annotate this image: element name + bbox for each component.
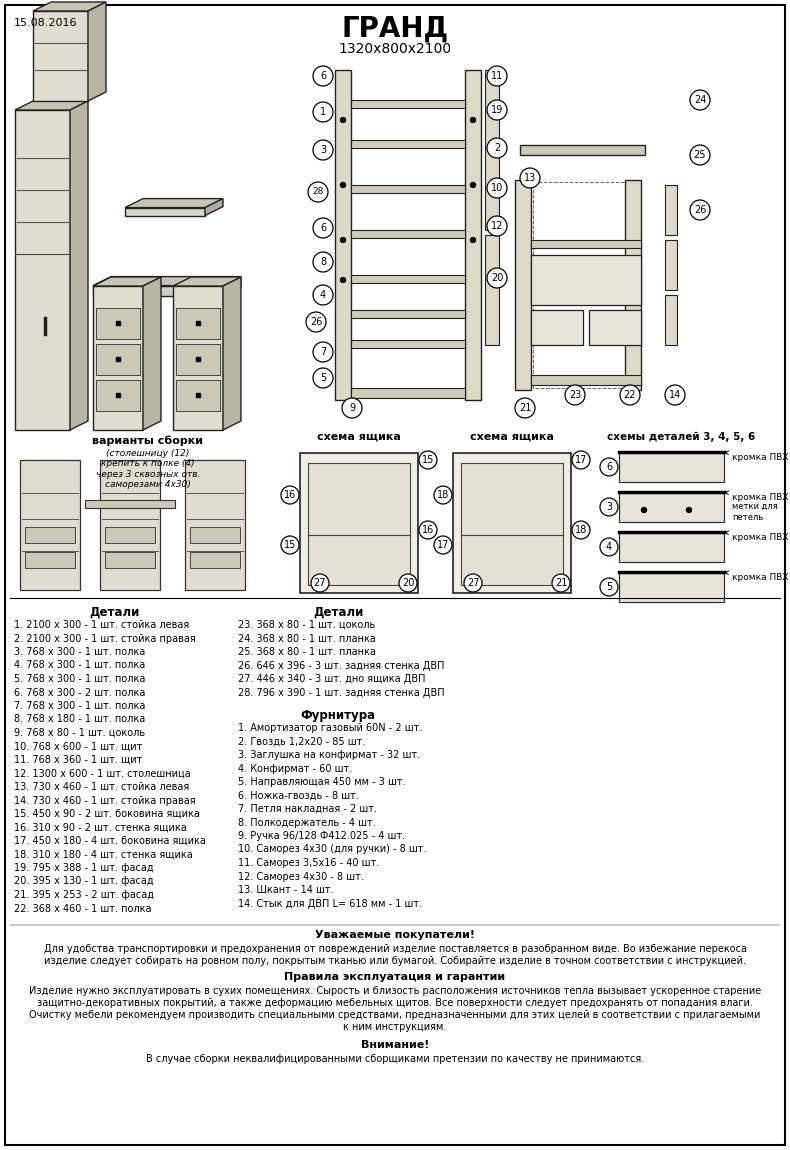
Circle shape bbox=[464, 574, 482, 592]
Text: 9. Ручка 96/128 Ф412.025 - 4 шт.: 9. Ручка 96/128 Ф412.025 - 4 шт. bbox=[238, 831, 405, 841]
Text: 21. 395 х 253 - 2 шт. фасад: 21. 395 х 253 - 2 шт. фасад bbox=[14, 890, 154, 900]
Circle shape bbox=[487, 178, 507, 198]
Text: В случае сборки неквалифицированными сборщиками претензии по качеству не принима: В случае сборки неквалифицированными сбо… bbox=[146, 1055, 644, 1064]
Text: ГРАНД: ГРАНД bbox=[341, 15, 449, 43]
Circle shape bbox=[690, 90, 710, 110]
Bar bbox=[665, 296, 677, 345]
Text: 25: 25 bbox=[694, 150, 706, 160]
Circle shape bbox=[600, 538, 618, 555]
Text: 11: 11 bbox=[491, 71, 503, 80]
Bar bbox=[531, 240, 641, 248]
Circle shape bbox=[434, 536, 452, 554]
Text: Внимание!: Внимание! bbox=[361, 1040, 429, 1050]
Polygon shape bbox=[33, 12, 88, 101]
Text: 17: 17 bbox=[575, 455, 587, 465]
Circle shape bbox=[690, 200, 710, 220]
Circle shape bbox=[565, 385, 585, 405]
Circle shape bbox=[600, 578, 618, 596]
Text: защитно-декоративных покрытий, а также деформацию мебельных щитов. Все поверхнос: защитно-декоративных покрытий, а также д… bbox=[37, 998, 753, 1009]
Circle shape bbox=[340, 277, 345, 283]
Text: (столешницу (12)
крепить к полке (4)
через 3 сквозных отв.
саморезами 4х30): (столешницу (12) крепить к полке (4) чер… bbox=[96, 448, 200, 489]
Text: 2. Гвоздь 1,2х20 - 85 шт.: 2. Гвоздь 1,2х20 - 85 шт. bbox=[238, 736, 365, 746]
Text: 4. 768 х 300 - 1 шт. полка: 4. 768 х 300 - 1 шт. полка bbox=[14, 660, 145, 670]
Bar bbox=[531, 255, 641, 305]
Bar bbox=[176, 380, 220, 412]
Text: 1. 2100 х 300 - 1 шт. стойка левая: 1. 2100 х 300 - 1 шт. стойка левая bbox=[14, 620, 190, 630]
Bar bbox=[185, 460, 245, 590]
Text: 16. 310 х 90 - 2 шт. стенка ящика: 16. 310 х 90 - 2 шт. стенка ящика bbox=[14, 822, 186, 833]
Bar bbox=[351, 140, 465, 148]
Bar bbox=[105, 527, 155, 543]
Polygon shape bbox=[93, 286, 143, 430]
Circle shape bbox=[340, 183, 345, 187]
Bar bbox=[520, 145, 645, 155]
Polygon shape bbox=[173, 277, 241, 286]
Polygon shape bbox=[205, 199, 223, 215]
Text: 3. Заглушка на конфирмат - 32 шт.: 3. Заглушка на конфирмат - 32 шт. bbox=[238, 750, 420, 760]
Text: 15: 15 bbox=[284, 540, 296, 550]
Text: 7. Петля накладная - 2 шт.: 7. Петля накладная - 2 шт. bbox=[238, 804, 377, 814]
Text: 19: 19 bbox=[491, 105, 503, 115]
Bar bbox=[190, 552, 240, 568]
Circle shape bbox=[552, 574, 570, 592]
Circle shape bbox=[340, 238, 345, 243]
Circle shape bbox=[313, 252, 333, 273]
Text: 24. 368 х 80 - 1 шт. планка: 24. 368 х 80 - 1 шт. планка bbox=[238, 634, 376, 644]
Text: 14. Стык для ДВП L= 618 мм - 1 шт.: 14. Стык для ДВП L= 618 мм - 1 шт. bbox=[238, 898, 422, 908]
Polygon shape bbox=[125, 208, 205, 215]
Text: 20: 20 bbox=[402, 578, 414, 588]
Circle shape bbox=[419, 521, 437, 539]
Text: 3: 3 bbox=[606, 503, 612, 512]
Bar bbox=[85, 500, 175, 508]
Text: 8. 768 х 180 - 1 шт. полка: 8. 768 х 180 - 1 шт. полка bbox=[14, 714, 145, 724]
Text: 19. 795 х 388 - 1 шт. фасад: 19. 795 х 388 - 1 шт. фасад bbox=[14, 862, 153, 873]
Circle shape bbox=[313, 218, 333, 238]
Text: 13. 730 х 460 - 1 шт. стойка левая: 13. 730 х 460 - 1 шт. стойка левая bbox=[14, 782, 190, 792]
Text: 11. 768 х 360 - 1 шт. щит: 11. 768 х 360 - 1 шт. щит bbox=[14, 756, 142, 765]
Bar bbox=[100, 460, 160, 590]
Circle shape bbox=[313, 140, 333, 160]
Bar bbox=[96, 307, 140, 339]
Text: 6: 6 bbox=[320, 223, 326, 233]
Text: Для удобства транспортировки и предохранения от повреждений изделие поставляется: Для удобства транспортировки и предохран… bbox=[43, 944, 747, 954]
Circle shape bbox=[690, 145, 710, 164]
Polygon shape bbox=[223, 277, 241, 296]
Bar bbox=[665, 185, 677, 235]
Bar bbox=[20, 460, 80, 590]
Polygon shape bbox=[93, 277, 241, 285]
Polygon shape bbox=[143, 277, 161, 430]
Text: 5. 768 х 300 - 1 шт. полка: 5. 768 х 300 - 1 шт. полка bbox=[14, 674, 145, 684]
Text: Детали: Детали bbox=[88, 606, 139, 619]
Bar bbox=[25, 527, 75, 543]
Text: 24: 24 bbox=[694, 95, 706, 105]
Text: 10. Саморез 4х30 (для ручки) - 8 шт.: 10. Саморез 4х30 (для ручки) - 8 шт. bbox=[238, 844, 427, 854]
Circle shape bbox=[665, 385, 685, 405]
Bar bbox=[190, 527, 240, 543]
Polygon shape bbox=[223, 277, 241, 430]
Circle shape bbox=[313, 102, 333, 122]
Circle shape bbox=[419, 451, 437, 469]
Text: 14. 730 х 460 - 1 шт. стойка правая: 14. 730 х 460 - 1 шт. стойка правая bbox=[14, 796, 196, 805]
Polygon shape bbox=[93, 285, 223, 296]
Text: 14: 14 bbox=[669, 390, 681, 400]
Circle shape bbox=[487, 268, 507, 288]
Text: 4: 4 bbox=[320, 290, 326, 300]
Text: к ним инструкциям.: к ним инструкциям. bbox=[344, 1022, 446, 1032]
Text: 9. 768 х 80 - 1 шт. цоколь: 9. 768 х 80 - 1 шт. цоколь bbox=[14, 728, 145, 738]
Bar bbox=[176, 307, 220, 339]
Bar bbox=[25, 552, 75, 568]
Text: 6. Ножка-гвоздь - 8 шт.: 6. Ножка-гвоздь - 8 шт. bbox=[238, 790, 359, 800]
Text: 6: 6 bbox=[320, 71, 326, 80]
Circle shape bbox=[471, 117, 476, 123]
Text: 12. 1300 х 600 - 1 шт. столешница: 12. 1300 х 600 - 1 шт. столешница bbox=[14, 768, 190, 779]
Circle shape bbox=[340, 117, 345, 123]
Text: 8: 8 bbox=[320, 256, 326, 267]
Bar bbox=[465, 70, 481, 400]
Text: 17: 17 bbox=[437, 540, 450, 550]
Circle shape bbox=[641, 507, 646, 513]
Bar bbox=[589, 310, 641, 345]
Bar bbox=[531, 375, 641, 385]
Bar bbox=[96, 344, 140, 375]
Text: 3. 768 х 300 - 1 шт. полка: 3. 768 х 300 - 1 шт. полка bbox=[14, 647, 145, 657]
Bar bbox=[625, 181, 641, 390]
